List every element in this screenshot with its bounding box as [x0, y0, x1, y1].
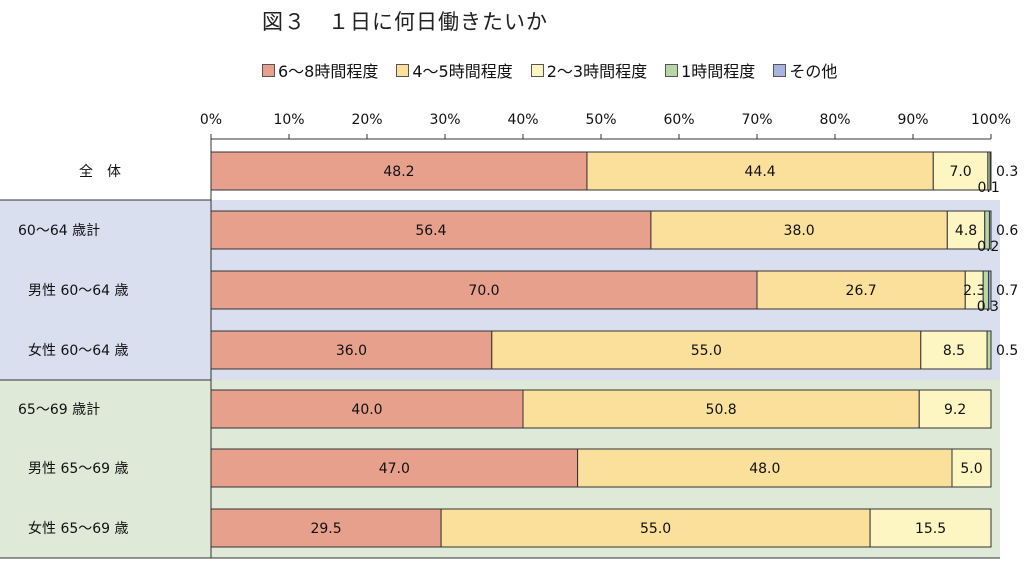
bar-value-label: 56.4: [415, 223, 446, 239]
x-tick-label: 90%: [897, 112, 928, 128]
legend-item-2-3h: 2～3時間程度: [530, 58, 648, 82]
legend-label: 1時間程度: [681, 62, 756, 81]
legend-label: 4～5時間程度: [412, 62, 513, 81]
bar-segment: [989, 151, 992, 191]
category-label: 全 体: [79, 163, 121, 180]
category-label: 女性 60～64 歳: [28, 342, 129, 359]
legend-swatch: [530, 63, 544, 77]
bar-value-label: 2.3: [963, 283, 985, 299]
bar-value-label: 29.5: [310, 521, 341, 537]
bar-segment: [586, 151, 934, 191]
bar-value-label: 48.0: [749, 461, 780, 477]
legend-item-other: その他: [773, 58, 837, 82]
bar-value-label: 44.4: [745, 164, 776, 180]
bar-segment: [951, 448, 992, 488]
x-tick-label: 10%: [273, 112, 304, 128]
bar-segment: [210, 508, 442, 548]
bar-value-label: 0.7: [996, 283, 1018, 299]
bar-value-label: 0.1: [977, 180, 999, 196]
bar-value-label: 0.6: [996, 223, 1018, 239]
bar-value-label: 38.0: [784, 223, 815, 239]
bar-segment: [650, 210, 948, 250]
x-tick-label: 40%: [507, 112, 538, 128]
bar-value-label: 48.2: [383, 164, 414, 180]
bar-value-label: 70.0: [468, 283, 499, 299]
bar-value-label: 26.7: [846, 283, 877, 299]
bar-value-label: 47.0: [379, 461, 410, 477]
bar-value-label: 55.0: [640, 521, 671, 537]
bar-value-label: 9.2: [944, 402, 966, 418]
bar-segment: [440, 508, 871, 548]
bar-value-label: 8.5: [943, 343, 965, 359]
bar-value-label: 40.0: [351, 402, 382, 418]
x-tick-label: 80%: [819, 112, 850, 128]
legend-label: 6～8時間程度: [278, 62, 379, 81]
x-tick-label: 100%: [971, 112, 1011, 128]
bar-value-label: 15.5: [915, 521, 946, 537]
legend-swatch: [665, 63, 679, 77]
x-tick-label: 0%: [200, 112, 222, 128]
category-label: 60～64 歳計: [18, 223, 100, 239]
legend-swatch: [773, 63, 787, 77]
category-label: 65～69 歳計: [18, 402, 100, 418]
bar-value-label: 7.0: [949, 164, 971, 180]
bar-value-label: 0.5: [996, 343, 1018, 359]
legend: 6～8時間程度 4～5時間程度 2～3時間程度 1時間程度 その他: [262, 58, 855, 82]
x-tick-label: 70%: [741, 112, 772, 128]
legend-label: 2～3時間程度: [546, 62, 648, 81]
bar-value-label: 36.0: [336, 343, 367, 359]
legend-swatch: [262, 63, 275, 77]
bar-value-label: 4.8: [955, 223, 977, 239]
x-tick-label: 30%: [429, 112, 460, 128]
category-label: 女性 65～69 歳: [28, 520, 129, 537]
legend-item-6-8h: 6～8時間程度: [262, 58, 378, 82]
bar-segment: [946, 210, 986, 250]
legend-label: その他: [789, 62, 838, 81]
chart-title: 図３ １日に何日働きたいか: [262, 10, 548, 34]
bar-value-label: 50.8: [706, 402, 737, 418]
legend-item-1h: 1時間程度: [665, 58, 755, 82]
category-label: 男性 60～64 歳: [28, 283, 129, 299]
bar-segment: [869, 508, 992, 548]
legend-item-4-5h: 4～5時間程度: [396, 58, 513, 82]
bar-segment: [920, 330, 988, 370]
bar-segment: [918, 389, 992, 429]
bar-segment: [210, 330, 493, 370]
x-tick-label: 20%: [351, 112, 382, 128]
bar-segment: [988, 210, 992, 250]
category-label: 男性 65～69 歳: [28, 461, 129, 477]
bar-segment: [986, 330, 992, 370]
bar-value-label: 5.0: [960, 461, 982, 477]
bar-segment: [522, 389, 920, 429]
bar-value-label: 0.2: [977, 239, 999, 255]
bar-segment: [210, 448, 579, 488]
x-tick-label: 50%: [585, 112, 616, 128]
bar-segment: [210, 151, 588, 191]
bar-segment: [210, 210, 652, 250]
bar-segment: [577, 448, 953, 488]
bar-value-label: 0.3: [996, 164, 1018, 180]
bar-segment: [932, 151, 989, 191]
bar-segment: [988, 270, 992, 310]
legend-swatch: [396, 63, 410, 77]
bar-value-label: 55.0: [691, 343, 722, 359]
bar-segment: [210, 389, 524, 429]
bar-value-label: 0.3: [977, 299, 999, 315]
bar-segment: [491, 330, 922, 370]
x-tick-label: 60%: [663, 112, 694, 128]
